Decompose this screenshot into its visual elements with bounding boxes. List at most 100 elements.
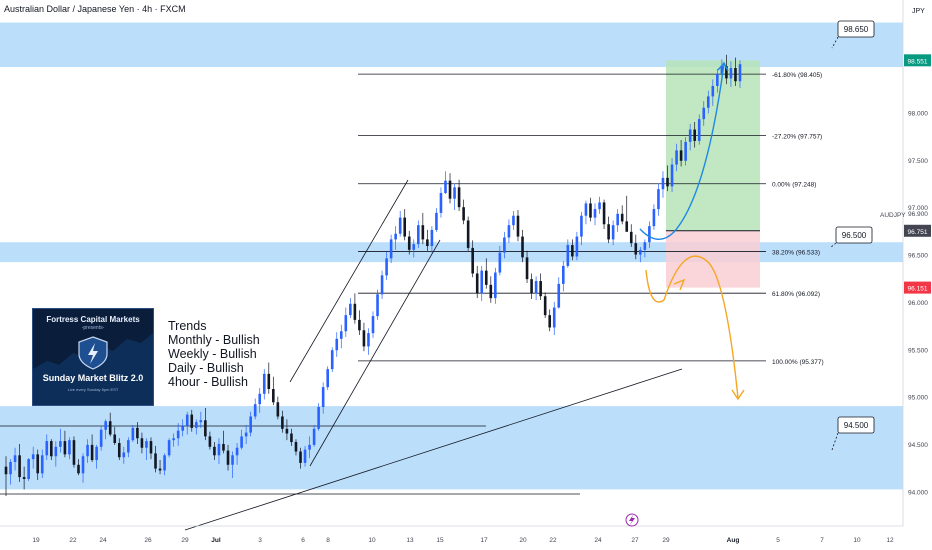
candle [679,139,683,167]
time-axis-tick: Jul [211,537,221,544]
candle-body [575,236,579,257]
banner-graphic [33,333,153,405]
candle [398,210,402,237]
time-axis-tick: 10 [853,537,861,544]
candle [108,412,112,437]
price-axis-tick: 94.000 [908,489,928,496]
candle [648,221,651,248]
candle-body [684,141,687,161]
candle [181,419,185,437]
trends-heading: Trends [168,319,207,333]
fib-level-label: 100.00% (95.377) [772,359,824,366]
callout-leader [829,242,837,249]
candle [684,137,687,166]
candle-body [72,440,76,465]
candle-body [367,333,370,347]
candle-body [539,281,542,297]
zone-price-callout [837,416,875,434]
arrow-head-icon [673,278,686,291]
candle [376,289,379,320]
arrow-head-icon [731,389,745,401]
stop-zone [666,230,760,288]
candle [276,396,280,420]
candle [466,216,470,251]
candle [131,425,135,443]
candle-body [729,67,733,79]
price-axis-tick: 97.000 [908,205,928,212]
candle-body [679,150,683,161]
candle-body [693,129,696,141]
candle-body [702,107,706,120]
projection-up-curve [639,63,725,240]
candle-body [204,420,207,437]
candle [321,382,325,414]
candle-body [516,215,520,237]
candle [580,211,583,246]
candle-body [439,192,443,213]
candle-body [734,67,737,82]
candle [90,434,94,462]
trend-monthly: Monthly - Bullish [168,333,260,347]
candle-body [31,454,35,460]
candle [702,101,706,126]
candle-body [371,316,375,334]
candle-body [358,319,361,331]
candle [503,231,506,259]
support-resistance-zone [0,406,903,490]
candle-body [584,203,588,216]
candle-body [104,421,107,430]
candle [172,433,175,447]
candle-body [430,229,434,247]
candle-body [240,436,243,448]
candle [4,456,8,497]
candle [385,251,388,281]
candle [494,267,497,304]
candle-body [217,443,221,456]
candle [344,307,348,337]
candle [163,453,166,476]
currency-label: JPY [912,8,925,15]
candle-body [45,441,49,456]
candle [611,220,615,246]
candle [489,276,493,303]
candle [453,183,456,211]
candle [507,219,511,244]
candle-body [40,455,44,474]
candle [697,114,701,145]
candle-body [525,257,529,280]
time-axis-tick: 24 [594,537,602,544]
candle-body [706,96,710,108]
candle [738,60,742,88]
candle-body [272,389,275,403]
candle [330,347,334,372]
time-axis-tick: 3 [258,537,262,544]
trend-line [309,239,441,467]
candle [661,171,665,198]
candle-body [652,209,656,227]
candle-body [9,461,12,475]
time-axis-tick: 6 [301,537,305,544]
zone-price-callout [835,226,873,244]
candle [725,54,728,85]
candle [566,239,570,268]
candle-body [530,279,533,294]
candle [317,403,320,431]
candle [27,458,30,481]
candle-body [258,393,262,405]
candle [9,459,12,485]
candle-body [108,421,112,435]
candle-body [312,428,316,445]
candle-body [403,217,407,237]
candle [349,298,352,318]
candle-body [90,444,94,461]
candle [607,216,610,244]
candle-body [136,427,139,439]
candle [462,199,465,225]
candle-body [670,164,674,187]
candle [394,226,397,250]
candle [711,79,715,106]
trend-line [184,368,683,531]
candle-body [426,239,429,247]
time-axis-tick: 7 [820,537,824,544]
